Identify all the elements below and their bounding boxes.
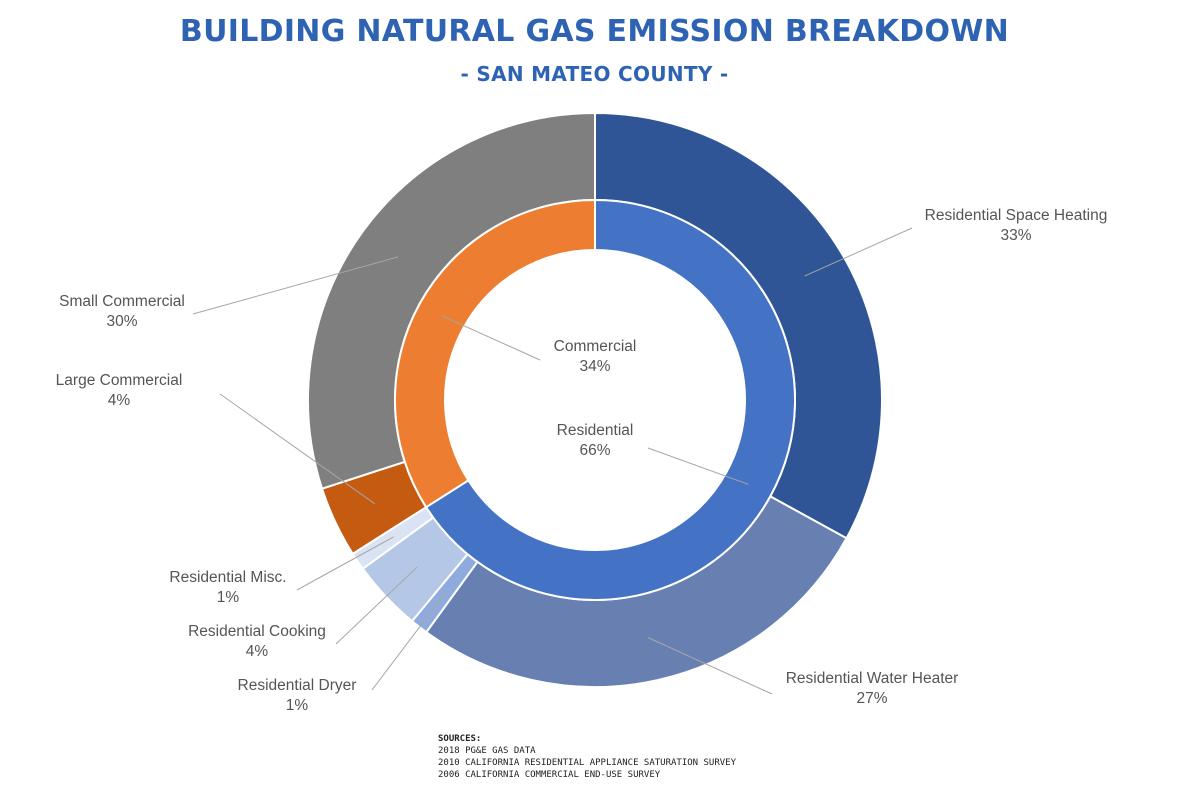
leader-line-commercial	[441, 315, 541, 361]
label-value-large-commercial: 4%	[108, 392, 131, 409]
leader-line-residential-misc	[296, 536, 394, 591]
label-value-residential: 66%	[579, 442, 610, 459]
label-value-commercial: 34%	[579, 358, 610, 375]
leader-line-small-commercial	[192, 256, 399, 315]
label-value-residential-cooking: 4%	[246, 643, 269, 660]
source-line: 2010 CALIFORNIA RESIDENTIAL APPLIANCE SA…	[438, 758, 737, 768]
inner-ring	[394, 198, 796, 601]
source-line: 2006 CALIFORNIA COMMERCIAL END-USE SURVE…	[438, 770, 661, 780]
label-name-residential-misc: Residential Misc.	[169, 569, 286, 586]
label-name-small-commercial: Small Commercial	[59, 293, 185, 310]
data-labels: Residential Space Heating 33% Residential …	[56, 207, 1108, 714]
label-value-residential-water-heater: 27%	[856, 690, 887, 707]
label-name-residential: Residential	[557, 422, 634, 439]
slice-commercial	[394, 198, 596, 509]
label-value-residential-dryer: 1%	[286, 697, 309, 714]
leader-line-residential-space-heating	[804, 227, 913, 277]
slice-residential	[424, 198, 796, 601]
leader-line-residential	[647, 447, 749, 485]
leader-line-residential-water-heater	[647, 637, 773, 695]
leader-line-residential-cooking	[335, 566, 418, 645]
chart-subtitle: - SAN MATEO COUNTY -	[460, 62, 729, 86]
label-name-large-commercial: Large Commercial	[56, 372, 183, 389]
label-name-commercial: Commercial	[554, 338, 637, 355]
label-name-residential-cooking: Residential Cooking	[188, 623, 326, 640]
leader-line-large-commercial	[219, 393, 375, 505]
sources-note: SOURCES: 2018 PG&E GAS DATA 2010 CALIFOR…	[438, 733, 736, 781]
leader-lines	[192, 227, 913, 695]
label-name-residential-water-heater: Residential Water Heater	[786, 670, 959, 687]
label-name-residential-dryer: Residential Dryer	[238, 677, 357, 694]
label-name-residential-space-heating: Residential Space Heating	[925, 207, 1108, 224]
label-value-residential-space-heating: 33%	[1000, 227, 1031, 244]
source-line: 2018 PG&E GAS DATA	[438, 746, 536, 756]
chart-title: BUILDING NATURAL GAS EMISSION BREAKDOWN	[179, 14, 1010, 49]
leader-line-residential-dryer	[371, 592, 447, 691]
label-value-residential-misc: 1%	[217, 589, 240, 606]
sources-header: SOURCES:	[438, 734, 482, 744]
outer-ring	[307, 111, 883, 688]
label-value-small-commercial: 30%	[106, 313, 137, 330]
